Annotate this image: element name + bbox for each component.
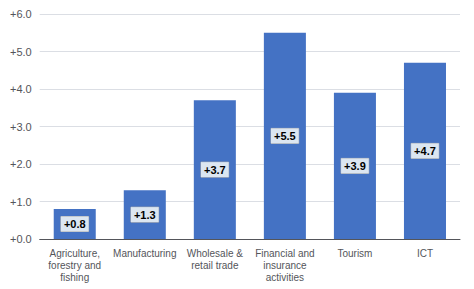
svg-text:+3.0: +3.0 bbox=[10, 121, 32, 133]
svg-text:ICT: ICT bbox=[417, 248, 433, 259]
svg-text:+3.7: +3.7 bbox=[204, 164, 226, 176]
svg-text:+6.0: +6.0 bbox=[10, 8, 32, 20]
svg-text:forestry and: forestry and bbox=[48, 260, 101, 271]
svg-text:+2.0: +2.0 bbox=[10, 158, 32, 170]
svg-text:Financial and: Financial and bbox=[255, 248, 314, 259]
svg-text:+5.0: +5.0 bbox=[10, 46, 32, 58]
svg-text:Manufacturing: Manufacturing bbox=[113, 248, 176, 259]
svg-text:+0.8: +0.8 bbox=[64, 218, 86, 230]
svg-text:+4.0: +4.0 bbox=[10, 83, 32, 95]
svg-text:+5.5: +5.5 bbox=[274, 130, 296, 142]
svg-text:Wholesale &: Wholesale & bbox=[187, 248, 243, 259]
svg-text:insurance: insurance bbox=[263, 260, 307, 271]
svg-text:Tourism: Tourism bbox=[337, 248, 372, 259]
svg-text:Agriculture,: Agriculture, bbox=[49, 248, 100, 259]
svg-text:+0.0: +0.0 bbox=[10, 233, 32, 245]
svg-text:+1.3: +1.3 bbox=[134, 209, 156, 221]
svg-text:retail trade: retail trade bbox=[191, 260, 239, 271]
svg-text:fishing: fishing bbox=[60, 272, 89, 283]
svg-text:+3.9: +3.9 bbox=[344, 160, 366, 172]
svg-text:+4.7: +4.7 bbox=[414, 145, 436, 157]
svg-text:activities: activities bbox=[266, 272, 304, 283]
svg-text:+1.0: +1.0 bbox=[10, 196, 32, 208]
